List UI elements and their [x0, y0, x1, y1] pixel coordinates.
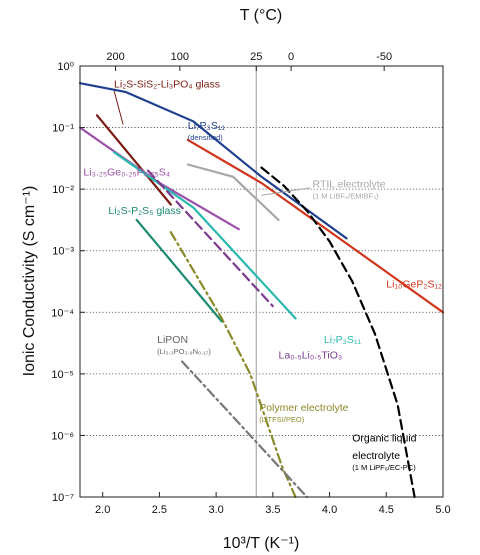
- series-label-0: Li₂S-SiS₂-Li₃PO₄ glass: [114, 79, 220, 91]
- top-tick-label: 25: [250, 51, 262, 63]
- series-layer: [78, 82, 445, 499]
- series-line-6: [112, 151, 297, 320]
- top-tick-label: 200: [106, 51, 124, 63]
- y-axis-title: Ionic Conductivity (S cm⁻¹): [21, 186, 38, 377]
- series-label-9: Polymer electrolyte: [259, 402, 348, 414]
- x-tick-label: 4.5: [379, 504, 394, 516]
- tick-layer: 2.0 2.5 3.0 3.5 4.0 4.5 5.0 10⁰ 10⁻¹ 10⁻² 10⁻³ 10⁻⁴…: [51, 51, 450, 516]
- x-tick-label: 3.0: [208, 504, 223, 516]
- y-tick-label: 10⁻²: [52, 184, 74, 196]
- series-label-8: LiPON: [157, 334, 188, 346]
- grid-layer: [80, 66, 443, 497]
- series-label-7: La₀.₅Li₀.₅TiO₃: [279, 349, 343, 361]
- series-label-3: RTIL electrolyte: [313, 178, 386, 190]
- x-axis-title: 10³/T (K⁻¹): [223, 535, 300, 552]
- series-label-2: Li₃.₂₅Ge₀.₂₅P₀.₇₅S₄: [83, 167, 170, 179]
- x-tick-label: 2.5: [152, 504, 167, 516]
- series-label-1: Li₇P₃S₁₁: [188, 120, 226, 132]
- series-line-4: [186, 138, 445, 314]
- x-tick-label: 4.0: [322, 504, 337, 516]
- top-tick-label: 0: [288, 51, 294, 63]
- series-line-8: [169, 231, 297, 499]
- series-label-5: Li₂S-P₂S₅ glass: [108, 205, 181, 217]
- series-label-11: electrolyte: [352, 450, 400, 462]
- series-label-10: Organic liquid: [352, 433, 416, 445]
- series-line-5: [135, 218, 223, 323]
- y-tick-label: 10⁻¹: [52, 123, 74, 135]
- top-axis-title: T (°C): [240, 7, 283, 24]
- callout-arrow-rtil: [261, 187, 311, 196]
- series-line-1: [78, 82, 348, 240]
- series-label-6: Li₇P₃S₁₁: [324, 334, 362, 346]
- series-line-3: [186, 163, 280, 221]
- y-tick-label: 10⁻⁵: [51, 369, 74, 381]
- x-tick-label: 3.5: [265, 504, 280, 516]
- y-tick-label: 10⁻⁴: [51, 307, 74, 319]
- x-tick-label: 5.0: [435, 504, 450, 516]
- series-sublabel-11: (1 M LiPF₆/EC-PC): [352, 463, 416, 472]
- callout-arrow-glass: [113, 90, 124, 125]
- series-line-7: [147, 169, 274, 308]
- y-tick-label: 10⁻⁶: [51, 430, 74, 442]
- series-sublabel-9: (LiTFSI/PEO): [259, 415, 305, 424]
- y-tick-label: 10⁻⁷: [52, 492, 74, 504]
- top-tick-label: 100: [171, 51, 189, 63]
- y-tick-label: 10⁻³: [52, 246, 74, 258]
- x-tick-label: 2.0: [95, 504, 110, 516]
- series-sublabel-1: (densified): [188, 133, 224, 142]
- series-line-10: [260, 166, 416, 499]
- plot-frame: [79, 65, 444, 498]
- series-sublabel-8: (Li₃.₃PO₃.₉N₀.₁₇): [157, 347, 211, 356]
- series-line-0: [95, 114, 172, 206]
- series-sublabel-3: (1 M LiBF₄/EMIBF₄): [313, 191, 380, 200]
- label-layer: Li₂S-SiS₂-Li₃PO₄ glassLi₇P₃S₁₁(densified…: [83, 79, 442, 472]
- top-tick-label: -50: [376, 51, 392, 63]
- series-label-4: Li₁₀GeP₂S₁₂: [386, 279, 442, 291]
- series-line-9: [181, 360, 308, 499]
- y-tick-label: 10⁰: [57, 61, 74, 73]
